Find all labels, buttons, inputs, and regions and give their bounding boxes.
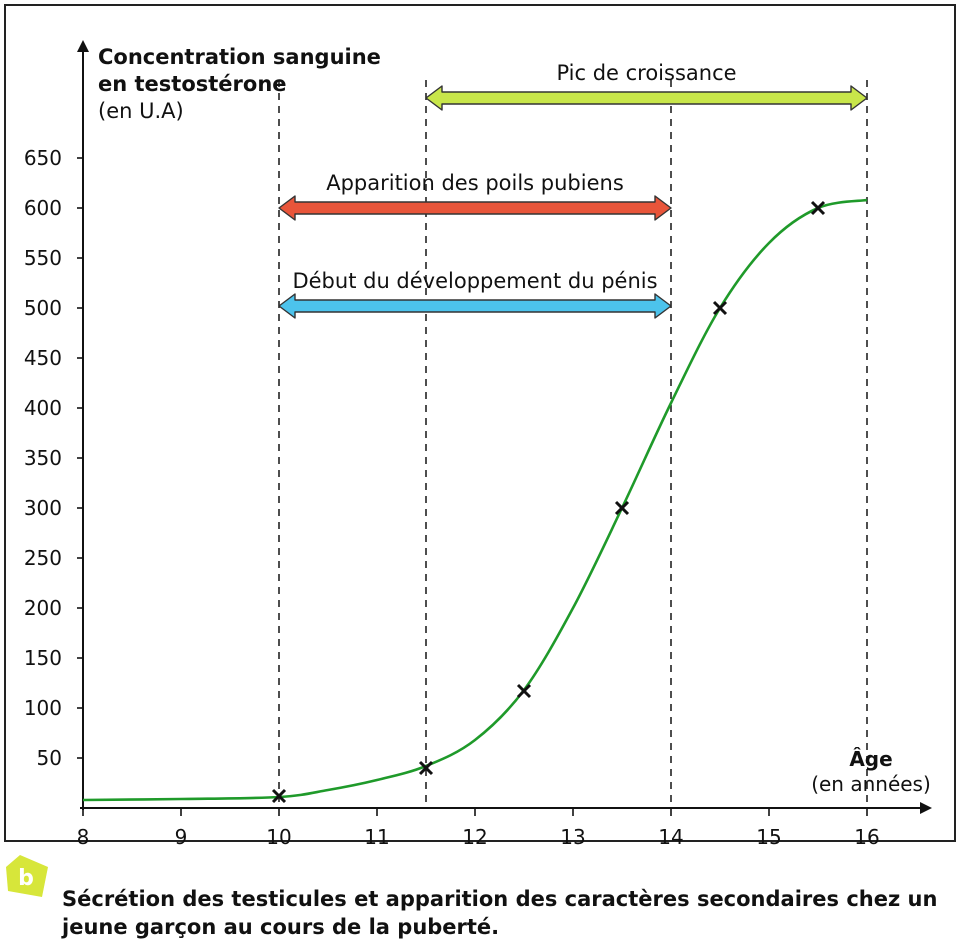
chart-frame [4,4,956,842]
range-label-1: Apparition des poils pubiens [326,171,624,195]
y-tick-label-100: 100 [24,696,62,720]
x-tick-label-16: 16 [854,825,879,849]
data-point-stroke [516,683,532,699]
range-label-2: Début du développement du pénis [292,269,657,293]
y-tick-label-250: 250 [24,546,62,570]
x-tick-label-12: 12 [462,825,487,849]
y-tick-label-50: 50 [37,746,62,770]
range-arrow-0 [425,85,868,111]
data-point-stroke [271,788,287,804]
y-tick-label-350: 350 [24,446,62,470]
y-tick-label-300: 300 [24,496,62,520]
x-tick-label-8: 8 [77,825,90,849]
data-point-stroke [418,760,434,776]
y-tick-label-500: 500 [24,296,62,320]
x-axis-title-line-0: Âge [849,747,892,771]
range-arrow-2 [278,293,672,319]
testosterone-curve [82,198,868,802]
y-axis-title-line-2: (en U.A) [98,99,184,123]
range-label-0: Pic de croissance [556,61,736,85]
range-arrow-1 [278,195,672,221]
y-tick-label-600: 600 [24,196,62,220]
x-tick-label-11: 11 [364,825,389,849]
data-point-stroke [614,500,630,516]
y-tick-label-200: 200 [24,596,62,620]
y-tick-label-650: 650 [24,146,62,170]
data-point-stroke [810,200,826,216]
figure-caption: Sécrétion des testicules et apparition d… [62,887,938,939]
data-point-3 [614,500,630,516]
testosterone-chart: Pic de croissance Apparition des poils pu… [24,40,932,849]
data-point-1 [418,760,434,776]
y-axis-title-line-0: Concentration sanguine [98,45,381,69]
data-point-2 [516,683,532,699]
x-tick-label-13: 13 [560,825,585,849]
y-tick-label-150: 150 [24,646,62,670]
x-tick-label-14: 14 [658,825,683,849]
y-tick-label-400: 400 [24,396,62,420]
y-axis-title-line-1: en testostérone [98,72,287,96]
data-point-0 [271,788,287,804]
y-tick-label-450: 450 [24,346,62,370]
x-tick-label-10: 10 [266,825,291,849]
data-point-stroke [712,300,728,316]
data-point-4 [712,300,728,316]
x-tick-label-9: 9 [175,825,188,849]
x-tick-label-15: 15 [756,825,781,849]
x-axis-title-line-1: (en années) [811,772,931,796]
y-tick-label-550: 550 [24,246,62,270]
badge-label: b [18,866,34,891]
data-point-5 [810,200,826,216]
badge-icon: b [6,855,48,897]
